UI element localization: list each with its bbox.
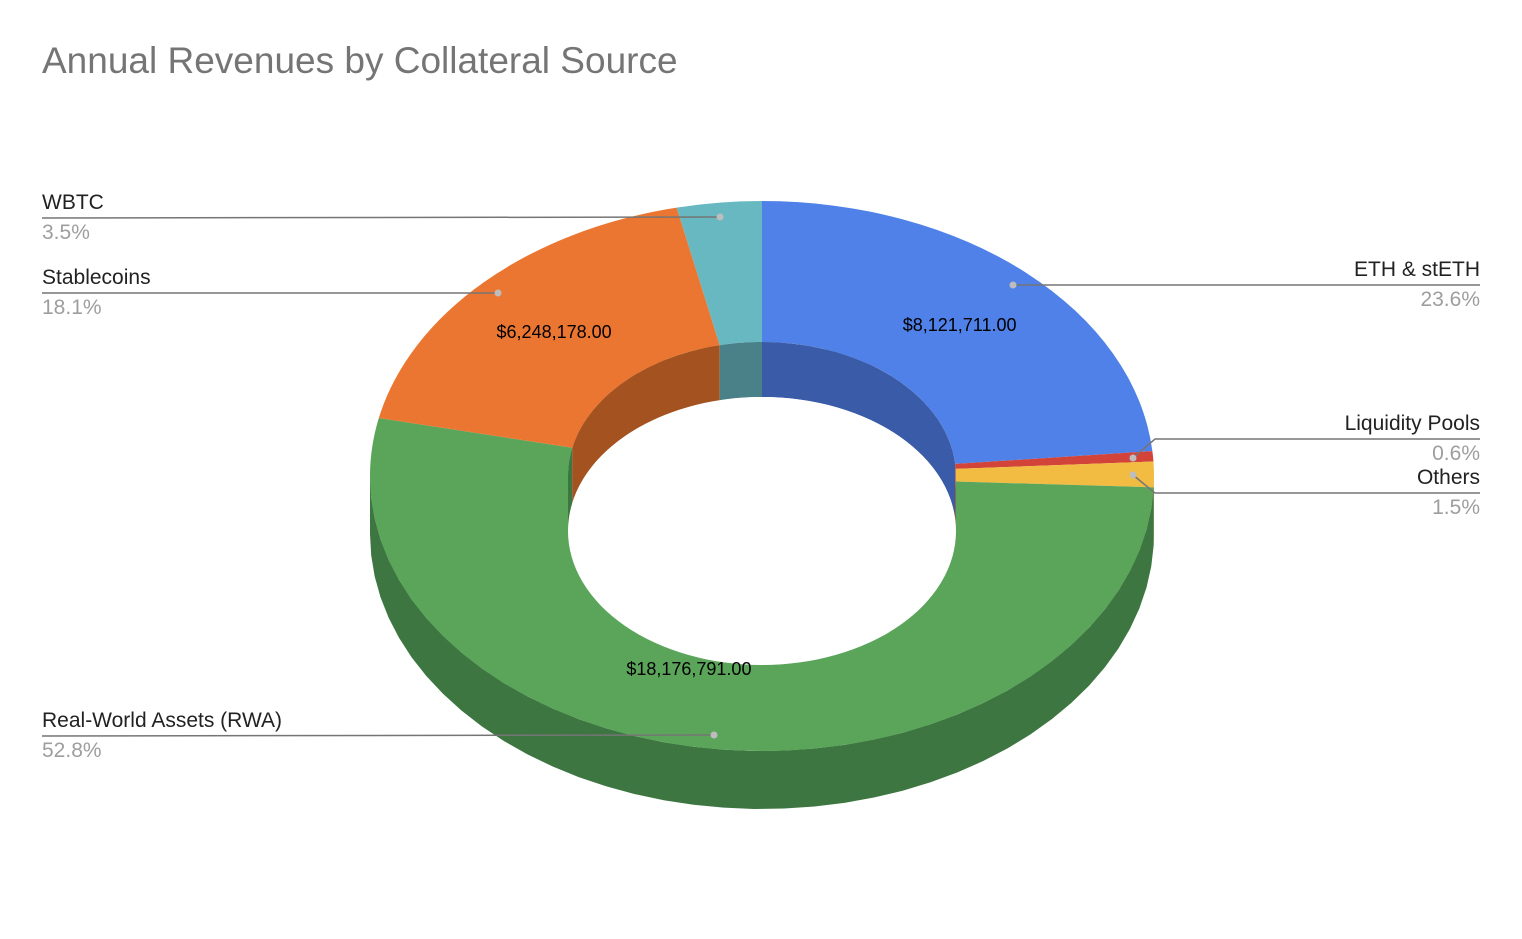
- inner-wall-stablecoins-0: [572, 345, 720, 503]
- inner-wall-liquidity-pools-1: [955, 463, 956, 524]
- leader-dot-others: [1129, 471, 1137, 479]
- slice-value-labels: $8,121,711.00 $18,176,791.00 $6,248,178.00: [497, 315, 1017, 679]
- value-label-real-world-assets-rwa: $18,176,791.00: [626, 659, 751, 679]
- label-name-real-world-assets-rwa: Real-World Assets (RWA): [42, 709, 282, 732]
- hole-floor: [568, 397, 956, 665]
- label-percent-stablecoins: 18.1%: [42, 296, 102, 319]
- chart-title: Annual Revenues by Collateral Source: [42, 40, 678, 81]
- leader-liquidity-pools: [1132, 438, 1480, 459]
- slice-eth-steth: [762, 201, 1153, 464]
- leader-lines: [41, 213, 1480, 739]
- slice-stablecoins: [378, 207, 720, 448]
- value-label-stablecoins: $6,248,178.00: [497, 322, 612, 342]
- leader-wbtc: [41, 216, 721, 219]
- leader-dot-liquidity-pools: [1129, 454, 1137, 462]
- slice-real-world-assets-rwa: [370, 418, 1154, 752]
- label-name-eth-steth: ETH & stETH: [1354, 258, 1480, 281]
- slice-liquidity-pools: [955, 451, 1154, 469]
- value-label-eth-steth: $8,121,711.00: [903, 315, 1017, 335]
- slice-wbtc: [676, 201, 762, 346]
- label-percent-wbtc: 3.5%: [42, 221, 90, 244]
- leader-dot-eth-steth: [1009, 281, 1017, 289]
- leader-dot-stablecoins: [494, 289, 502, 297]
- donut-top-face: [370, 201, 1155, 752]
- label-name-liquidity-pools: Liquidity Pools: [1345, 412, 1480, 435]
- label-percent-real-world-assets-rwa: 52.8%: [42, 739, 102, 762]
- leader-others: [1132, 474, 1480, 494]
- slice-others: [955, 461, 1155, 488]
- inner-wall-real-world-assets-rwa-0: [568, 447, 573, 531]
- donut-hole: [568, 397, 956, 665]
- inner-wall-eth-steth-1: [762, 342, 956, 519]
- label-name-stablecoins: Stablecoins: [42, 266, 151, 289]
- side-real-world-assets-rwa: [370, 476, 1154, 809]
- donut-inner-wall: [568, 342, 956, 531]
- inner-wall-wbtc-0: [719, 342, 762, 401]
- leader-dot-real-world-assets-rwa: [710, 731, 718, 739]
- leader-real-world-assets-rwa: [41, 734, 715, 737]
- slice-labels: ETH & stETH 23.6% Liquidity Pools 0.6%Other…: [42, 191, 1480, 762]
- label-name-wbtc: WBTC: [42, 191, 104, 214]
- leader-dot-wbtc: [716, 213, 724, 221]
- donut-depth: [370, 476, 1154, 809]
- label-percent-liquidity-pools: 0.6%: [1432, 442, 1480, 465]
- label-percent-others: 1.5%: [1432, 496, 1480, 519]
- label-percent-eth-steth: 23.6%: [1420, 288, 1480, 311]
- label-name-others: Others: [1417, 466, 1480, 489]
